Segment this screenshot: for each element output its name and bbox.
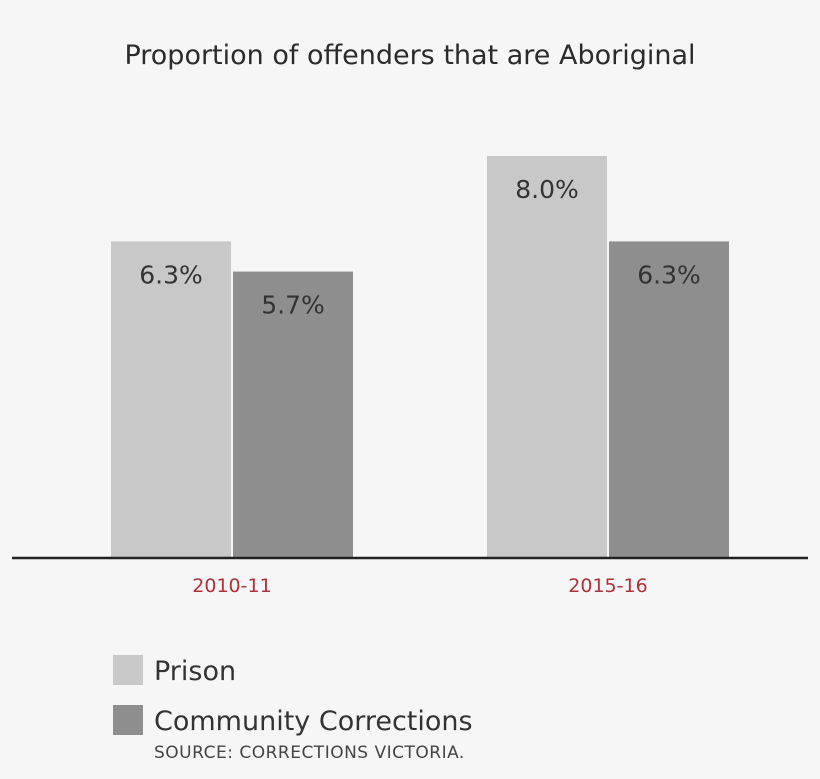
data-label: 6.3% <box>637 260 701 289</box>
legend-label: Prison <box>154 656 236 687</box>
category-label-2010-11: 2010-11 <box>192 575 271 597</box>
category-labels: 2010-11 2015-16 <box>192 575 647 597</box>
bar-prison-2010-11 <box>111 241 231 559</box>
bar-prison-2015-16 <box>487 156 607 558</box>
source-note: SOURCE: CORRECTIONS VICTORIA. <box>154 743 465 763</box>
bars-group: 6.3% 5.7% 8.0% 6.3% <box>111 156 729 559</box>
legend-swatch-prison <box>113 655 143 685</box>
data-label: 6.3% <box>139 260 203 289</box>
legend-swatch-community-corrections <box>113 705 143 735</box>
data-label: 5.7% <box>261 291 325 320</box>
legend-label: Community Corrections <box>154 706 473 737</box>
bar-community-corrections-2015-16 <box>609 241 729 559</box>
bar-community-corrections-2010-11 <box>233 271 353 558</box>
legend: Prison Community Corrections <box>113 655 473 737</box>
chart-title: Proportion of offenders that are Aborigi… <box>124 40 695 71</box>
category-label-2015-16: 2015-16 <box>568 575 647 597</box>
data-label: 8.0% <box>515 175 579 204</box>
